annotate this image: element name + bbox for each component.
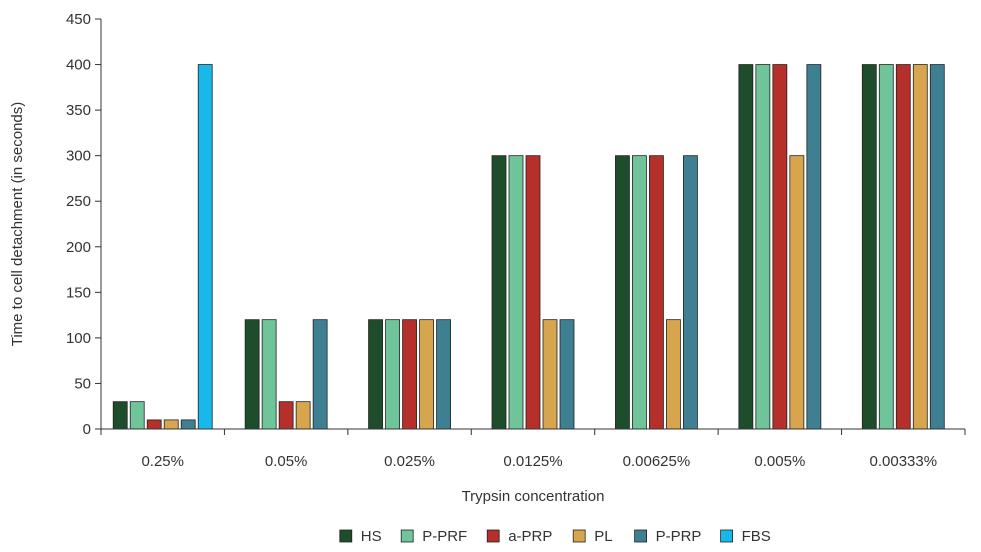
bar bbox=[278, 401, 294, 430]
bar bbox=[312, 319, 328, 430]
x-tick-label: 0.05% bbox=[265, 453, 308, 470]
legend-label: a-PRP bbox=[508, 528, 552, 545]
y-tick-label: 100 bbox=[66, 330, 91, 347]
legend-label: FBS bbox=[742, 528, 771, 545]
legend-label: P-PRF bbox=[422, 528, 467, 545]
bar bbox=[261, 319, 277, 430]
legend-swatch bbox=[339, 529, 353, 543]
x-axis-label: Trypsin concentration bbox=[462, 488, 605, 505]
legend-item: HS bbox=[339, 528, 382, 545]
legend: HS P-PRF a-PRP PL P-PRP FBS bbox=[339, 528, 771, 545]
y-tick-label: 50 bbox=[74, 375, 91, 392]
legend-label: P-PRP bbox=[656, 528, 702, 545]
y-axis-label: Time to cell detachment (in seconds) bbox=[9, 102, 26, 347]
bar bbox=[244, 319, 260, 430]
legend-swatch bbox=[400, 529, 414, 543]
bar bbox=[895, 64, 911, 430]
legend-label: PL bbox=[594, 528, 612, 545]
bar bbox=[738, 64, 754, 430]
x-tick-label: 0.25% bbox=[141, 453, 184, 470]
bar bbox=[806, 64, 822, 430]
bar bbox=[368, 319, 383, 430]
bar bbox=[755, 64, 771, 430]
y-tick-label: 300 bbox=[66, 148, 91, 165]
x-tick-label: 0.0125% bbox=[503, 453, 562, 470]
bar bbox=[525, 155, 541, 430]
legend-label: HS bbox=[361, 528, 382, 545]
bar bbox=[146, 419, 162, 430]
y-tick-label: 450 bbox=[66, 11, 91, 28]
y-tick-label: 350 bbox=[66, 102, 91, 119]
legend-swatch bbox=[720, 529, 733, 543]
bar bbox=[180, 419, 196, 430]
bar bbox=[112, 401, 128, 430]
bar bbox=[559, 319, 575, 430]
bar bbox=[419, 319, 434, 430]
y-tick-label: 0 bbox=[83, 421, 91, 438]
y-tick-label: 150 bbox=[66, 284, 91, 301]
bar bbox=[912, 64, 928, 430]
x-tick-label: 0.025% bbox=[384, 453, 435, 470]
bar bbox=[649, 155, 664, 430]
bar bbox=[542, 319, 558, 430]
y-axis-ticks: 0 50 100 150 200 250 300 350 400 450 bbox=[66, 11, 101, 438]
bar-series bbox=[112, 64, 945, 430]
legend-item: FBS bbox=[720, 528, 771, 545]
bar bbox=[508, 155, 524, 430]
y-tick-label: 250 bbox=[66, 193, 91, 210]
bar bbox=[436, 319, 451, 430]
legend-item: P-PRF bbox=[400, 528, 467, 545]
bar bbox=[878, 64, 894, 430]
legend-swatch bbox=[572, 529, 586, 543]
bar bbox=[789, 155, 805, 430]
bar bbox=[491, 155, 507, 430]
bar bbox=[632, 155, 647, 430]
bar bbox=[666, 319, 681, 430]
y-tick-label: 400 bbox=[66, 57, 91, 74]
bar bbox=[615, 155, 630, 430]
bar bbox=[385, 319, 400, 430]
y-tick-label: 200 bbox=[66, 239, 91, 256]
legend-swatch bbox=[634, 529, 647, 543]
x-tick-label: 0.00625% bbox=[623, 453, 691, 470]
x-axis-ticks: 0.25% 0.05% 0.025% 0.0125% 0.00625% 0.005% 0.0… bbox=[100, 429, 966, 470]
bar bbox=[295, 401, 311, 430]
legend-swatch bbox=[486, 529, 500, 543]
bar bbox=[861, 64, 877, 430]
bar bbox=[772, 64, 788, 430]
bar bbox=[929, 64, 945, 430]
legend-item: PL bbox=[572, 528, 613, 545]
bar bbox=[197, 64, 213, 430]
x-tick-label: 0.005% bbox=[754, 453, 805, 470]
x-tick-label: 0.00333% bbox=[870, 453, 938, 470]
bar bbox=[683, 155, 698, 430]
bar bbox=[163, 419, 179, 430]
bar bbox=[129, 401, 145, 430]
legend-item: a-PRP bbox=[486, 528, 552, 545]
bar bbox=[402, 319, 417, 430]
legend-item: P-PRP bbox=[634, 528, 702, 545]
